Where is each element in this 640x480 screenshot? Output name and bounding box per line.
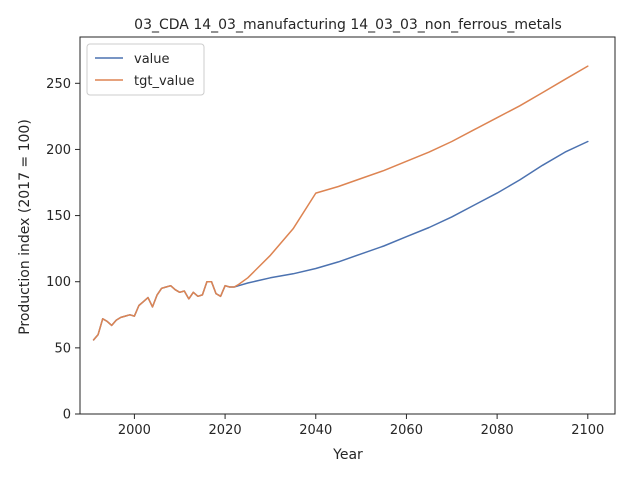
legend-box <box>86 43 205 96</box>
y-tick-label: 150 <box>46 209 71 224</box>
x-tick-label: 2060 <box>390 423 423 438</box>
axes: 2000 2020 2040 2060 2080 2100 0 50 100 150 200 250 <box>46 36 616 438</box>
y-tick-label: 250 <box>46 77 71 92</box>
y-tick-label: 100 <box>46 275 71 290</box>
x-tick-label: 2020 <box>209 423 242 438</box>
axes-frame <box>79 36 616 415</box>
y-tick-label: 0 <box>63 408 71 423</box>
legend-label-tgt-value: tgt_value <box>134 74 194 89</box>
y-axis-label: Production index (2017 = 100) <box>17 119 33 335</box>
y-tick-label: 200 <box>46 143 71 158</box>
x-axis-label: Year <box>332 447 363 463</box>
x-tick-label: 2100 <box>571 423 604 438</box>
series-line-tgt-value <box>92 65 589 341</box>
legend-label-value: value <box>134 52 170 67</box>
chart-title: 03_CDA 14_03_manufacturing 14_03_03_non_… <box>134 17 562 33</box>
x-tick-label: 2080 <box>481 423 514 438</box>
plot-area <box>92 65 589 341</box>
x-tick-label: 2040 <box>299 423 332 438</box>
x-tick-label: 2000 <box>118 423 151 438</box>
y-tick-label: 50 <box>54 341 71 356</box>
legend: value tgt_value <box>86 43 205 96</box>
